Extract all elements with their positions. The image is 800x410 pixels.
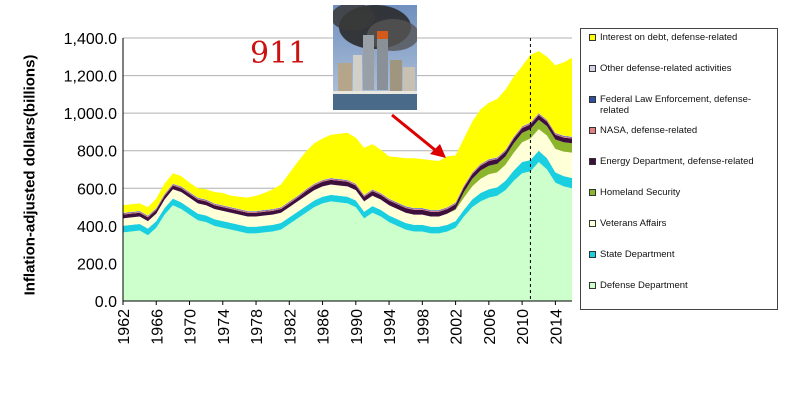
- legend-label: Federal Law Enforcement, defense-related: [600, 94, 752, 116]
- legend-swatch: [589, 158, 596, 165]
- area-energy-department-defense-related: [123, 115, 572, 222]
- x-tick-label: 1994: [382, 309, 399, 345]
- x-tick-label: 1990: [349, 309, 366, 345]
- legend-swatch: [589, 282, 596, 289]
- legend: Interest on debt, defense-related Other …: [580, 28, 778, 310]
- y-tick-label: 1,400.0: [64, 31, 117, 48]
- legend-swatch: [589, 96, 596, 103]
- legend-item-interest: Interest on debt, defense-related: [589, 32, 775, 43]
- legend-label: Defense Department: [600, 280, 688, 291]
- legend-label: State Department: [600, 249, 675, 260]
- y-tick-label: 0.0: [95, 294, 117, 311]
- area-homeland-security: [123, 119, 572, 222]
- area-state-department: [123, 150, 572, 236]
- area-veterans-affairs: [123, 129, 572, 229]
- y-tick-label: 1,000.0: [64, 106, 117, 123]
- twin-towers-photo: [333, 5, 417, 110]
- legend-swatch: [589, 127, 596, 134]
- annotation-911: 911: [250, 36, 308, 71]
- legend-item-other: Other defense-related activities: [589, 63, 775, 74]
- arrow-shaft: [391, 113, 441, 156]
- legend-label: Homeland Security: [600, 187, 681, 198]
- legend-swatch: [589, 220, 596, 227]
- x-tick-label: 1982: [282, 309, 299, 345]
- x-tick-label: 1962: [116, 309, 133, 345]
- x-tick-label: 1998: [415, 309, 432, 345]
- x-tick-label: 2002: [449, 309, 466, 345]
- area-interest-on-debt-defense-related: [123, 51, 572, 216]
- x-tick-label: 1970: [183, 309, 200, 345]
- x-tick-label: 2014: [548, 309, 565, 345]
- legend-label: NASA, defense-related: [600, 125, 698, 136]
- legend-item-energy: Energy Department, defense-related: [589, 156, 775, 167]
- legend-item-state: State Department: [589, 249, 775, 260]
- legend-swatch: [589, 34, 596, 41]
- legend-item-federal-law: Federal Law Enforcement, defense-related: [589, 94, 775, 116]
- legend-label: Other defense-related activities: [600, 63, 732, 74]
- legend-label: Interest on debt, defense-related: [600, 32, 738, 43]
- legend-swatch: [589, 251, 596, 258]
- area-defense-department: [123, 161, 572, 301]
- annotation-arrow: [391, 113, 446, 158]
- x-tick-label: 2010: [515, 309, 532, 345]
- legend-label: Energy Department, defense-related: [600, 156, 754, 167]
- legend-label: Veterans Affairs: [600, 218, 667, 229]
- y-tick-label: 1,200.0: [64, 69, 117, 86]
- x-tick-label: 2006: [482, 309, 499, 345]
- y-tick-label: 400.0: [77, 219, 117, 236]
- arrow-head: [430, 144, 446, 158]
- y-tick-label: 800.0: [77, 144, 117, 161]
- legend-swatch: [589, 189, 596, 196]
- axes: 0.0 200.0 400.0 600.0 800.0 1,000.0 1,200.0 1,4…: [64, 31, 572, 345]
- x-tick-label: 1966: [149, 309, 166, 345]
- legend-item-veterans: Veterans Affairs: [589, 218, 775, 229]
- x-tick-label: 1986: [316, 309, 333, 345]
- legend-swatch: [589, 65, 596, 72]
- x-tick-label: 1978: [249, 309, 266, 345]
- stacked-areas: [123, 51, 572, 301]
- legend-item-defense: Defense Department: [589, 280, 775, 291]
- x-tick-label: 1974: [216, 309, 233, 345]
- legend-item-homeland: Homeland Security: [589, 187, 775, 198]
- y-axis-label: Inflation-adjusted dollars(billions): [21, 54, 39, 296]
- y-tick-label: 200.0: [77, 256, 117, 273]
- y-tick-label: 600.0: [77, 181, 117, 198]
- legend-item-nasa: NASA, defense-related: [589, 125, 775, 136]
